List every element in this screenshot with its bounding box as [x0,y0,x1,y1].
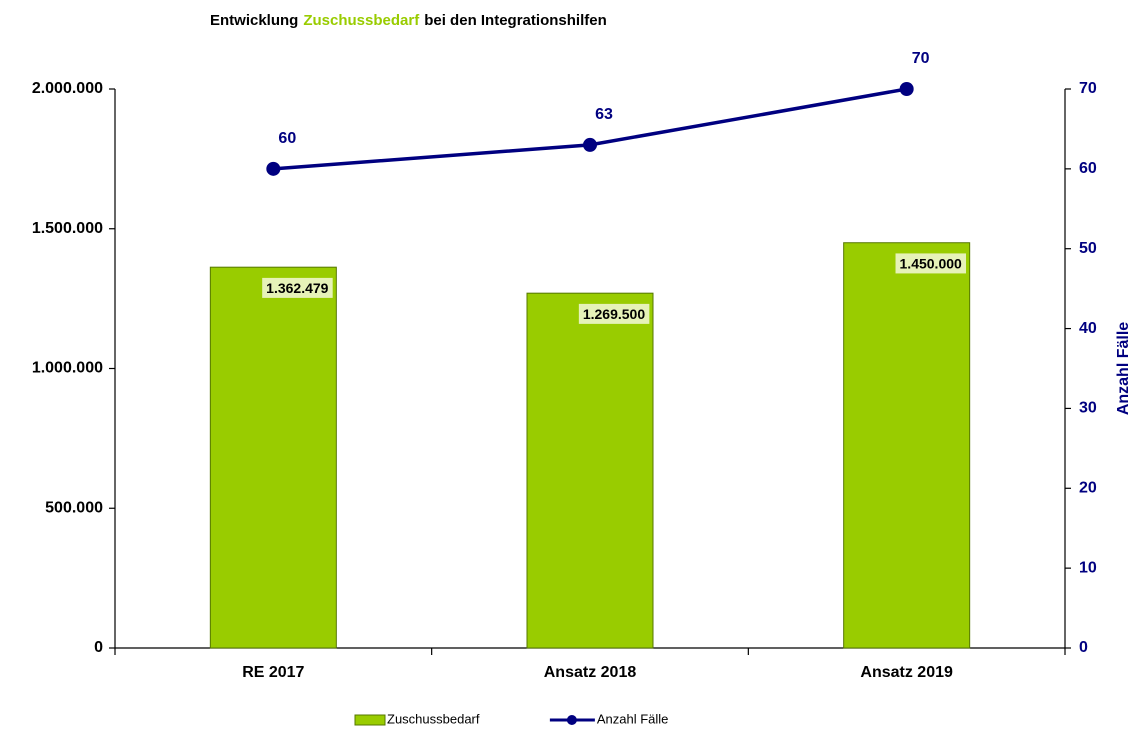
y2-tick-label: 30 [1079,400,1097,417]
y2-tick-label: 50 [1079,240,1097,257]
data-label-box [895,253,967,274]
chart-title: Entwicklung Zuschussbedarf bei den Integra… [210,12,607,29]
x-tick-label: Ansatz 2018 [544,664,637,681]
legend-swatch [566,715,577,725]
y2-tick-label: 70 [1079,80,1097,97]
line-point [583,137,597,152]
y2-axis-label: Anzahl Fälle [1115,322,1132,415]
x-tick-label: Ansatz 2019 [860,664,953,681]
y2-tick-label: 20 [1079,480,1097,497]
y-tick-label: 2.000.000 [32,80,103,97]
title-part: Entwicklung [210,12,298,29]
data-label-text: 1.362.479 [266,280,328,296]
legend-swatch [354,714,386,726]
y2-tick-label: 40 [1079,320,1097,337]
data-label: 1.450.000 [895,253,967,274]
data-label: 63 [595,106,613,123]
data-label-box [578,303,650,324]
data-label: 70 [912,50,930,67]
data-label: 60 [278,130,296,147]
data-label: 1.269.500 [578,303,650,324]
y2-tick-label: 10 [1079,559,1097,576]
title-highlight: Zuschussbedarf [303,12,420,29]
y2-tick-label: 0 [1079,639,1088,656]
data-label: 1.362.479 [262,277,333,298]
data-label-text: 1.269.500 [583,306,645,322]
y-tick-label: 1.500.000 [32,220,103,237]
legend-label: Anzahl Fälle [597,711,669,726]
line [273,87,907,171]
data-label-text: 1.450.000 [900,255,962,271]
bar [843,242,971,649]
bar [209,266,337,649]
data-label-box [262,277,333,298]
bar [526,292,654,649]
title-part: bei den Integrationshilfen [424,12,607,29]
line-point [266,161,281,176]
legend-label: Zuschussbedarf [387,711,480,726]
y-tick-label: 0 [94,639,103,656]
y2-tick-label: 60 [1079,160,1097,177]
x-tick-label: RE 2017 [242,664,304,681]
y-tick-label: 500.000 [45,499,103,516]
line-point [899,82,914,96]
y-tick-label: 1.000.000 [32,360,103,377]
